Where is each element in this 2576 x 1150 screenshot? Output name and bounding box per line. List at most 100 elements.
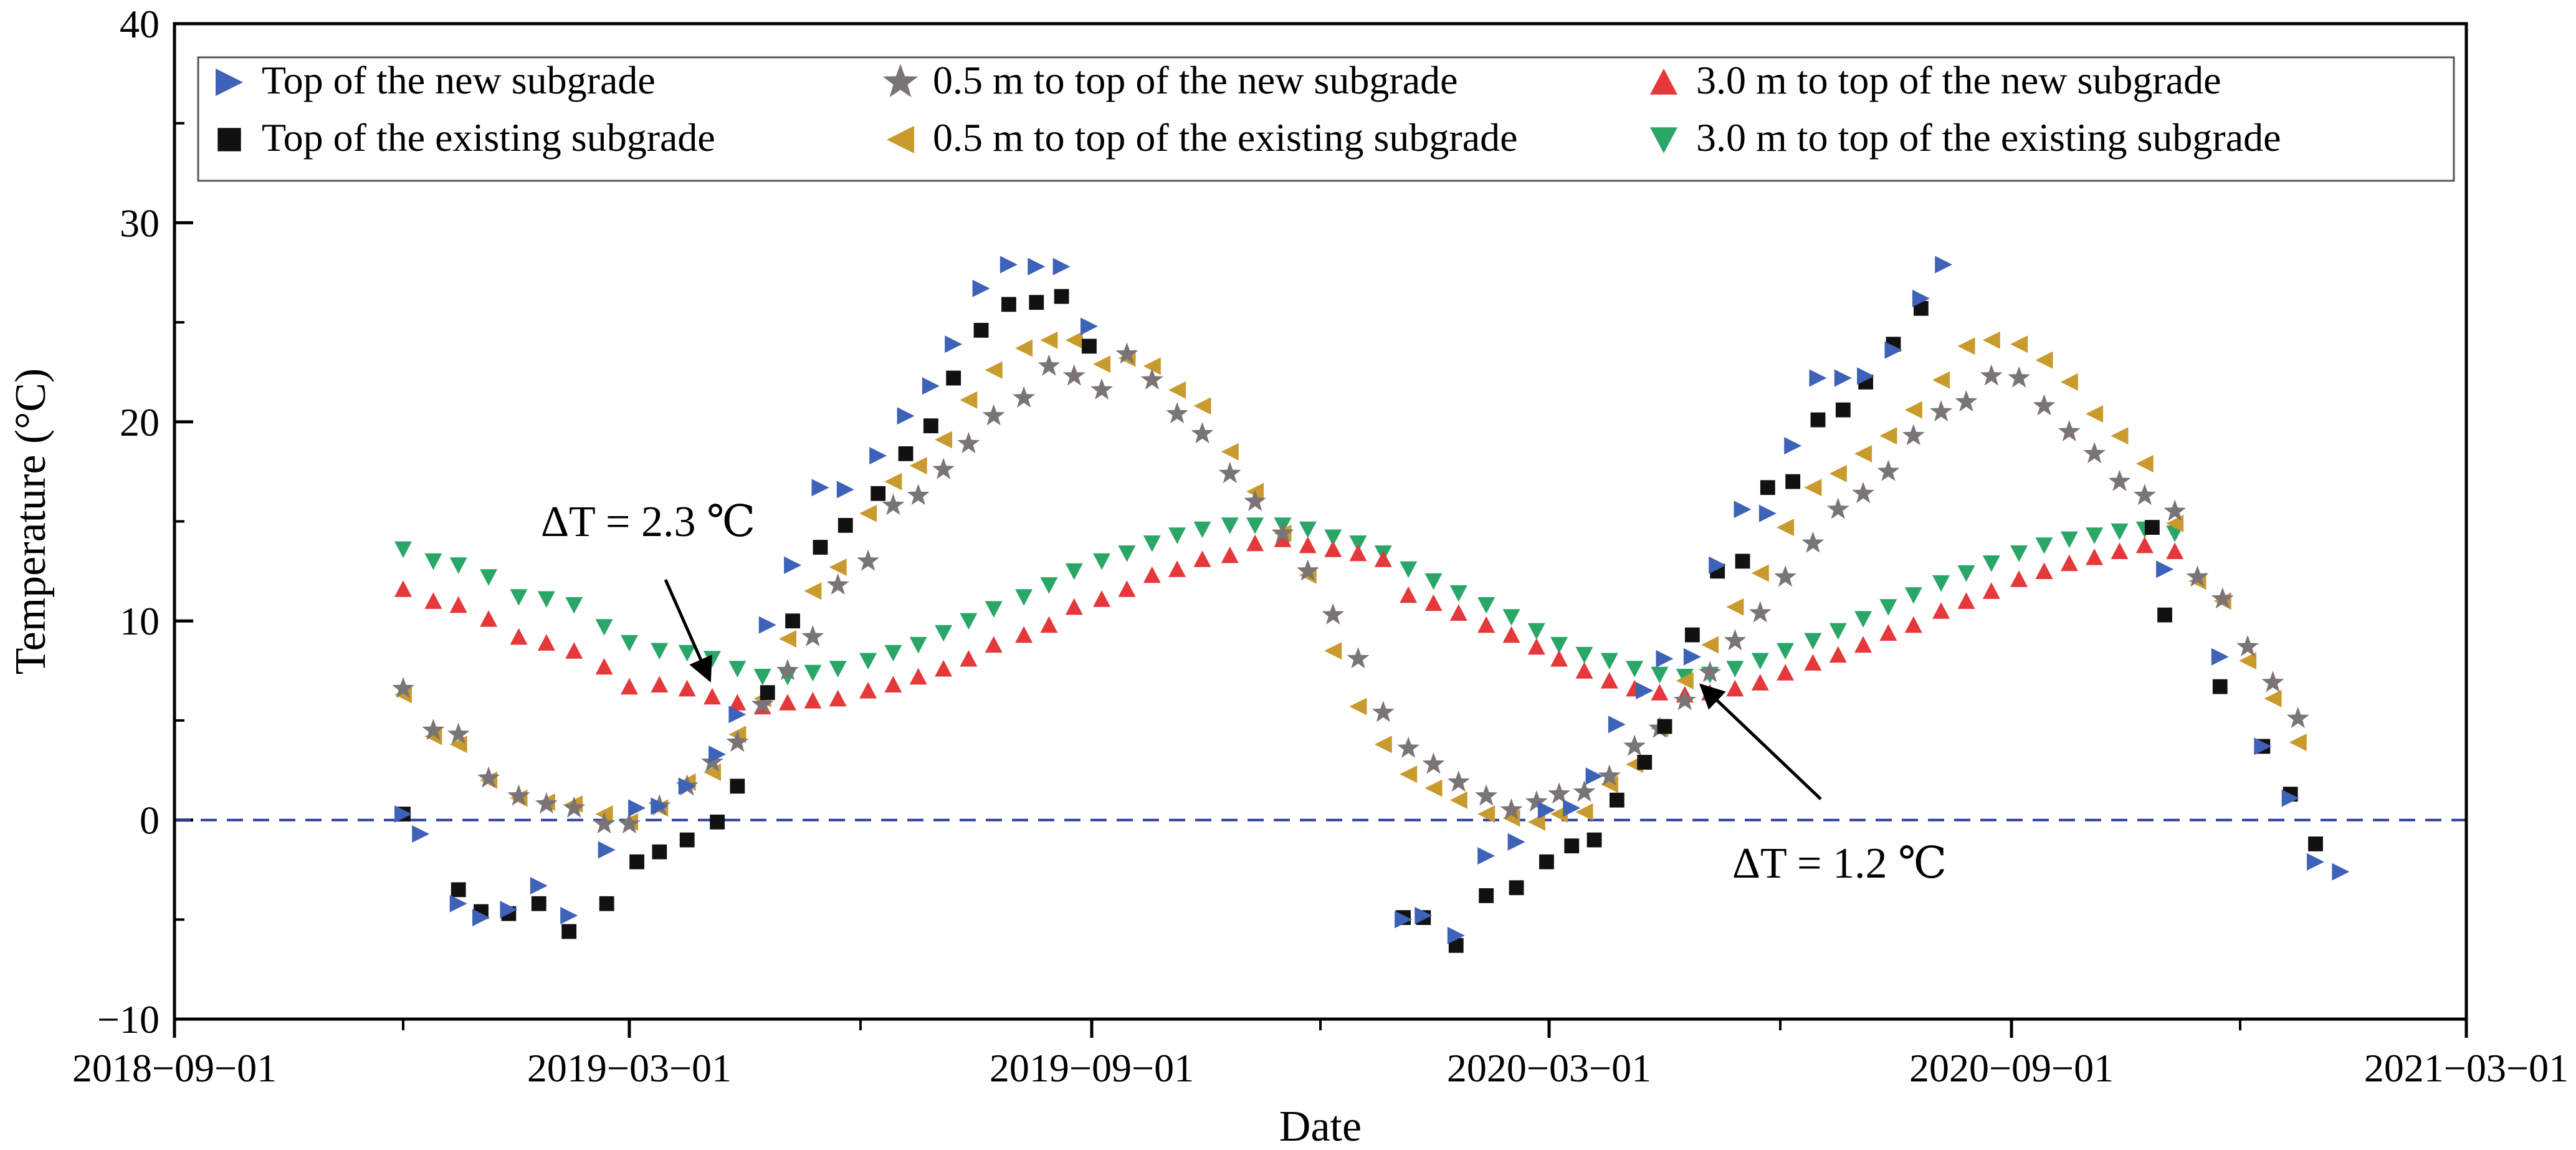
data-point <box>651 676 669 692</box>
data-point <box>1065 598 1083 615</box>
data-point <box>1784 437 1802 455</box>
data-point <box>2010 570 2028 587</box>
data-point <box>1957 337 1975 355</box>
data-point <box>1904 616 1922 633</box>
data-point <box>1527 813 1545 831</box>
data-point <box>1575 803 1593 821</box>
data-point <box>1080 317 1098 335</box>
data-point <box>1040 331 1058 349</box>
data-point <box>1371 701 1395 722</box>
data-point <box>1904 587 1922 604</box>
data-point <box>1598 764 1621 786</box>
data-point <box>1040 616 1058 633</box>
data-point <box>935 431 953 449</box>
legend-marker <box>1650 69 1677 95</box>
legend-label: 3.0 m to top of the new subgrade <box>1696 58 2221 102</box>
data-point <box>678 679 696 697</box>
data-point <box>1777 519 1795 537</box>
data-point <box>784 556 802 574</box>
data-point <box>2060 531 2078 549</box>
data-point <box>1548 782 1571 804</box>
data-point <box>424 592 442 609</box>
data-point <box>1296 559 1319 581</box>
data-point <box>1637 755 1653 770</box>
data-point <box>2281 789 2299 807</box>
x-tick-label: 2019−03−01 <box>527 1046 732 1090</box>
data-point <box>1684 627 1700 643</box>
data-point <box>804 664 822 682</box>
data-point <box>884 472 902 491</box>
data-point <box>1982 555 2000 572</box>
axes-layer: −10 0 10 20 30 40 2018−09−01 2019−03−01 2019−09−… <box>72 2 2569 1090</box>
plot-frame <box>173 22 2468 1021</box>
data-point <box>1324 642 1342 660</box>
data-point <box>813 540 828 555</box>
data-point <box>985 636 1003 653</box>
data-point <box>2086 527 2104 544</box>
legend-marker <box>882 64 918 97</box>
data-point <box>1193 550 1211 567</box>
series-0 <box>394 256 2350 944</box>
data-point <box>1854 444 1872 462</box>
data-point <box>1751 564 1769 582</box>
data-point <box>1726 661 1744 678</box>
data-point <box>1193 521 1211 539</box>
data-point <box>1829 646 1847 663</box>
data-point <box>1424 779 1443 797</box>
data-point <box>1349 697 1367 716</box>
series-4 <box>394 530 2184 715</box>
data-point <box>2236 635 2259 656</box>
data-point <box>1400 561 1418 578</box>
data-point <box>1829 464 1847 482</box>
x-tick-label: 2019−09−01 <box>990 1046 1194 1090</box>
data-point <box>1001 297 1016 312</box>
data-point <box>1651 666 1669 684</box>
data-point <box>1829 623 1847 640</box>
data-point <box>972 279 990 297</box>
data-point <box>1244 489 1267 511</box>
series-layer <box>392 256 2350 953</box>
data-point <box>1879 427 1897 445</box>
data-point <box>394 805 412 823</box>
legend-label: Top of the existing subgrade <box>262 115 715 160</box>
x-tick-label: 2020−03−01 <box>1447 1046 1651 1090</box>
data-point <box>1982 582 2000 599</box>
data-point <box>510 628 528 645</box>
data-point <box>565 597 583 614</box>
data-point <box>1191 422 1214 444</box>
data-point <box>1835 402 1851 418</box>
data-point <box>1013 386 1036 408</box>
data-point <box>451 882 466 898</box>
data-point <box>1709 556 1727 574</box>
data-point <box>1347 647 1370 669</box>
legend-label: 3.0 m to top of the existing subgrade <box>1696 115 2281 160</box>
data-point <box>1804 654 1822 671</box>
legend-label: 0.5 m to top of the new subgrade <box>933 58 1458 102</box>
data-point <box>2033 394 2056 416</box>
data-point <box>2211 648 2229 666</box>
data-point <box>985 601 1003 618</box>
data-point <box>2239 652 2257 670</box>
data-point <box>829 689 847 707</box>
data-point <box>1246 534 1264 552</box>
data-point <box>595 658 613 675</box>
data-point <box>563 796 586 818</box>
data-point <box>2308 836 2323 851</box>
data-point <box>1932 575 1950 592</box>
data-point <box>1673 689 1696 711</box>
data-point <box>1724 629 1747 651</box>
data-point <box>2008 366 2031 388</box>
data-point <box>1062 364 1085 386</box>
data-point <box>480 569 498 586</box>
data-point <box>1575 646 1593 664</box>
data-point <box>1734 501 1752 519</box>
data-point <box>1246 517 1264 534</box>
data-point <box>1804 479 1822 497</box>
y-tick-label: 40 <box>120 2 160 46</box>
legend-box <box>197 56 2455 182</box>
data-point <box>826 573 849 595</box>
data-point <box>1028 257 1046 276</box>
data-point <box>2156 560 2174 578</box>
data-point <box>1651 684 1669 701</box>
